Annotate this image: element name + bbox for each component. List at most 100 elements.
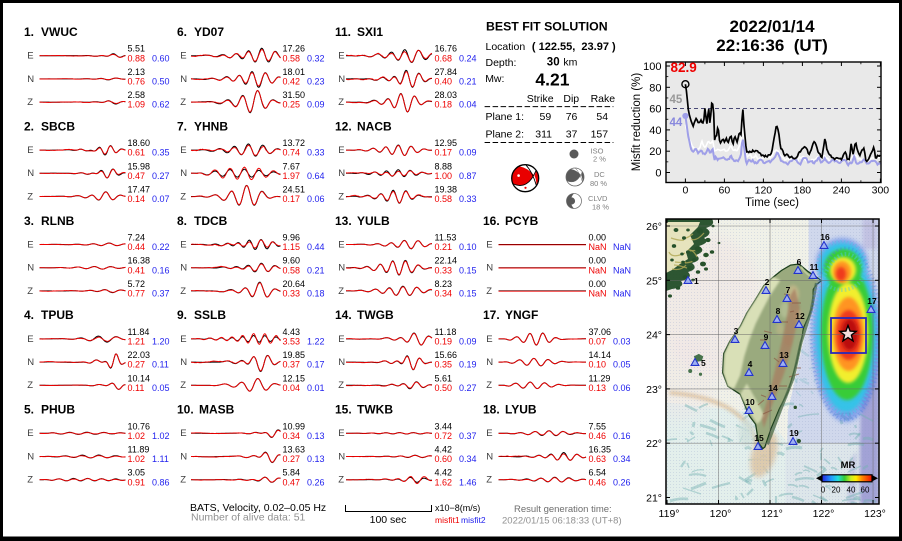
svg-text:0.47: 0.47 xyxy=(128,171,146,181)
svg-text:5.61: 5.61 xyxy=(435,373,453,383)
svg-text:17.26: 17.26 xyxy=(283,44,306,54)
svg-text:PHUB: PHUB xyxy=(41,403,75,417)
svg-text:100: 100 xyxy=(643,61,661,73)
svg-text:0.01: 0.01 xyxy=(307,383,325,393)
svg-text:11.53: 11.53 xyxy=(435,233,457,243)
svg-text:Result generation time:: Result generation time: xyxy=(514,504,612,515)
svg-text:15.98: 15.98 xyxy=(128,161,151,171)
svg-text:0.18: 0.18 xyxy=(435,100,453,110)
svg-text:0.46: 0.46 xyxy=(589,477,607,487)
svg-text:Plane 2:: Plane 2: xyxy=(486,129,525,141)
svg-text:1.00: 1.00 xyxy=(435,171,453,181)
svg-text:60: 60 xyxy=(719,185,731,197)
svg-text:123°: 123° xyxy=(864,508,886,520)
svg-text:E: E xyxy=(27,145,33,156)
svg-text:10.14: 10.14 xyxy=(128,373,151,383)
svg-text:1.15: 1.15 xyxy=(283,242,301,252)
svg-text:0.68: 0.68 xyxy=(435,53,453,63)
svg-text:0.07: 0.07 xyxy=(589,337,607,347)
svg-text:0.50: 0.50 xyxy=(435,383,453,393)
svg-text:0.19: 0.19 xyxy=(459,360,477,370)
svg-text:Z: Z xyxy=(27,97,33,108)
svg-text:0.33: 0.33 xyxy=(459,194,477,204)
svg-text:0.37: 0.37 xyxy=(283,360,301,370)
svg-text:0.44: 0.44 xyxy=(307,242,325,252)
svg-text:Plane 1:: Plane 1: xyxy=(486,111,525,123)
svg-text:0.33: 0.33 xyxy=(435,265,453,275)
svg-text:E: E xyxy=(180,428,186,439)
svg-text:( 122.55, 23.97 ): ( 122.55, 23.97 ) xyxy=(532,41,616,53)
svg-text:54: 54 xyxy=(596,111,608,123)
svg-text:Z: Z xyxy=(486,475,492,486)
svg-text:2022/01/14: 2022/01/14 xyxy=(729,17,815,36)
svg-text:E: E xyxy=(180,334,186,345)
svg-text:3.05: 3.05 xyxy=(128,468,146,478)
svg-text:20: 20 xyxy=(832,486,841,495)
svg-text:0.62: 0.62 xyxy=(152,100,170,110)
svg-text:18 %: 18 % xyxy=(592,203,609,212)
svg-text:0.10: 0.10 xyxy=(459,242,477,252)
svg-text:12.: 12. xyxy=(335,119,352,133)
svg-text:60: 60 xyxy=(861,486,870,495)
svg-text:N: N xyxy=(180,357,187,368)
svg-text:BEST FIT SOLUTION: BEST FIT SOLUTION xyxy=(486,20,608,34)
svg-text:120: 120 xyxy=(755,185,773,197)
svg-text:BATS, Velocity, 0.02–0.05 Hz: BATS, Velocity, 0.02–0.05 Hz xyxy=(190,502,326,514)
svg-text:2022/01/15 06:18:33 (UT+8): 2022/01/15 06:18:33 (UT+8) xyxy=(502,516,622,527)
svg-text:8.: 8. xyxy=(177,214,187,228)
svg-text:2.: 2. xyxy=(24,119,34,133)
svg-text:E: E xyxy=(180,239,186,250)
svg-text:ISO: ISO xyxy=(591,147,604,156)
svg-text:0.44: 0.44 xyxy=(128,242,146,252)
svg-text:20.64: 20.64 xyxy=(283,279,306,289)
svg-text:N: N xyxy=(27,451,34,462)
svg-text:N: N xyxy=(486,263,493,274)
svg-text:12.15: 12.15 xyxy=(283,373,306,383)
svg-text:9.60: 9.60 xyxy=(283,256,301,266)
svg-text:22.03: 22.03 xyxy=(128,350,151,360)
svg-text:YD07: YD07 xyxy=(194,25,224,39)
svg-text:N: N xyxy=(180,168,187,179)
svg-text:Z: Z xyxy=(180,475,186,486)
svg-text:1.21: 1.21 xyxy=(128,337,146,347)
svg-text:CLVD: CLVD xyxy=(588,194,608,203)
svg-text:0.40: 0.40 xyxy=(435,77,453,87)
svg-text:1.20: 1.20 xyxy=(152,337,170,347)
svg-text:10: 10 xyxy=(745,397,755,407)
svg-text:N: N xyxy=(27,168,34,179)
svg-text:SSLB: SSLB xyxy=(194,308,226,322)
svg-text:E: E xyxy=(486,334,492,345)
svg-text:Z: Z xyxy=(338,286,344,297)
svg-text:0.91: 0.91 xyxy=(128,477,146,487)
svg-text:misfit1: misfit1 xyxy=(435,515,460,525)
svg-text:8.23: 8.23 xyxy=(435,279,453,289)
svg-text:3.44: 3.44 xyxy=(435,421,453,431)
svg-text:5.: 5. xyxy=(24,403,34,417)
svg-text:NACB: NACB xyxy=(357,119,392,133)
svg-text:N: N xyxy=(338,263,345,274)
svg-text:45: 45 xyxy=(670,94,683,106)
svg-text:Z: Z xyxy=(180,286,186,297)
svg-text:30: 30 xyxy=(547,57,560,69)
svg-text:14.: 14. xyxy=(335,308,352,322)
svg-text:2 %: 2 % xyxy=(593,155,606,164)
svg-text:E: E xyxy=(338,428,344,439)
svg-text:0.50: 0.50 xyxy=(152,77,170,87)
svg-text:E: E xyxy=(338,239,344,250)
svg-text:13: 13 xyxy=(779,350,789,360)
svg-text:16.: 16. xyxy=(483,214,500,228)
svg-text:6.54: 6.54 xyxy=(589,468,607,478)
svg-text:14: 14 xyxy=(768,383,778,393)
svg-text:km: km xyxy=(563,57,577,69)
svg-text:0.60: 0.60 xyxy=(152,53,170,63)
svg-text:0.11: 0.11 xyxy=(128,383,145,393)
svg-text:E: E xyxy=(486,428,492,439)
svg-text:22:16:36 (UT): 22:16:36 (UT) xyxy=(716,36,827,55)
svg-text:0.77: 0.77 xyxy=(128,289,146,299)
svg-text:E: E xyxy=(180,51,186,62)
svg-text:NaN: NaN xyxy=(613,242,631,252)
svg-text:VWUC: VWUC xyxy=(41,25,78,39)
svg-text:80: 80 xyxy=(649,82,661,94)
svg-text:19.85: 19.85 xyxy=(283,350,306,360)
svg-text:0.63: 0.63 xyxy=(589,454,607,464)
